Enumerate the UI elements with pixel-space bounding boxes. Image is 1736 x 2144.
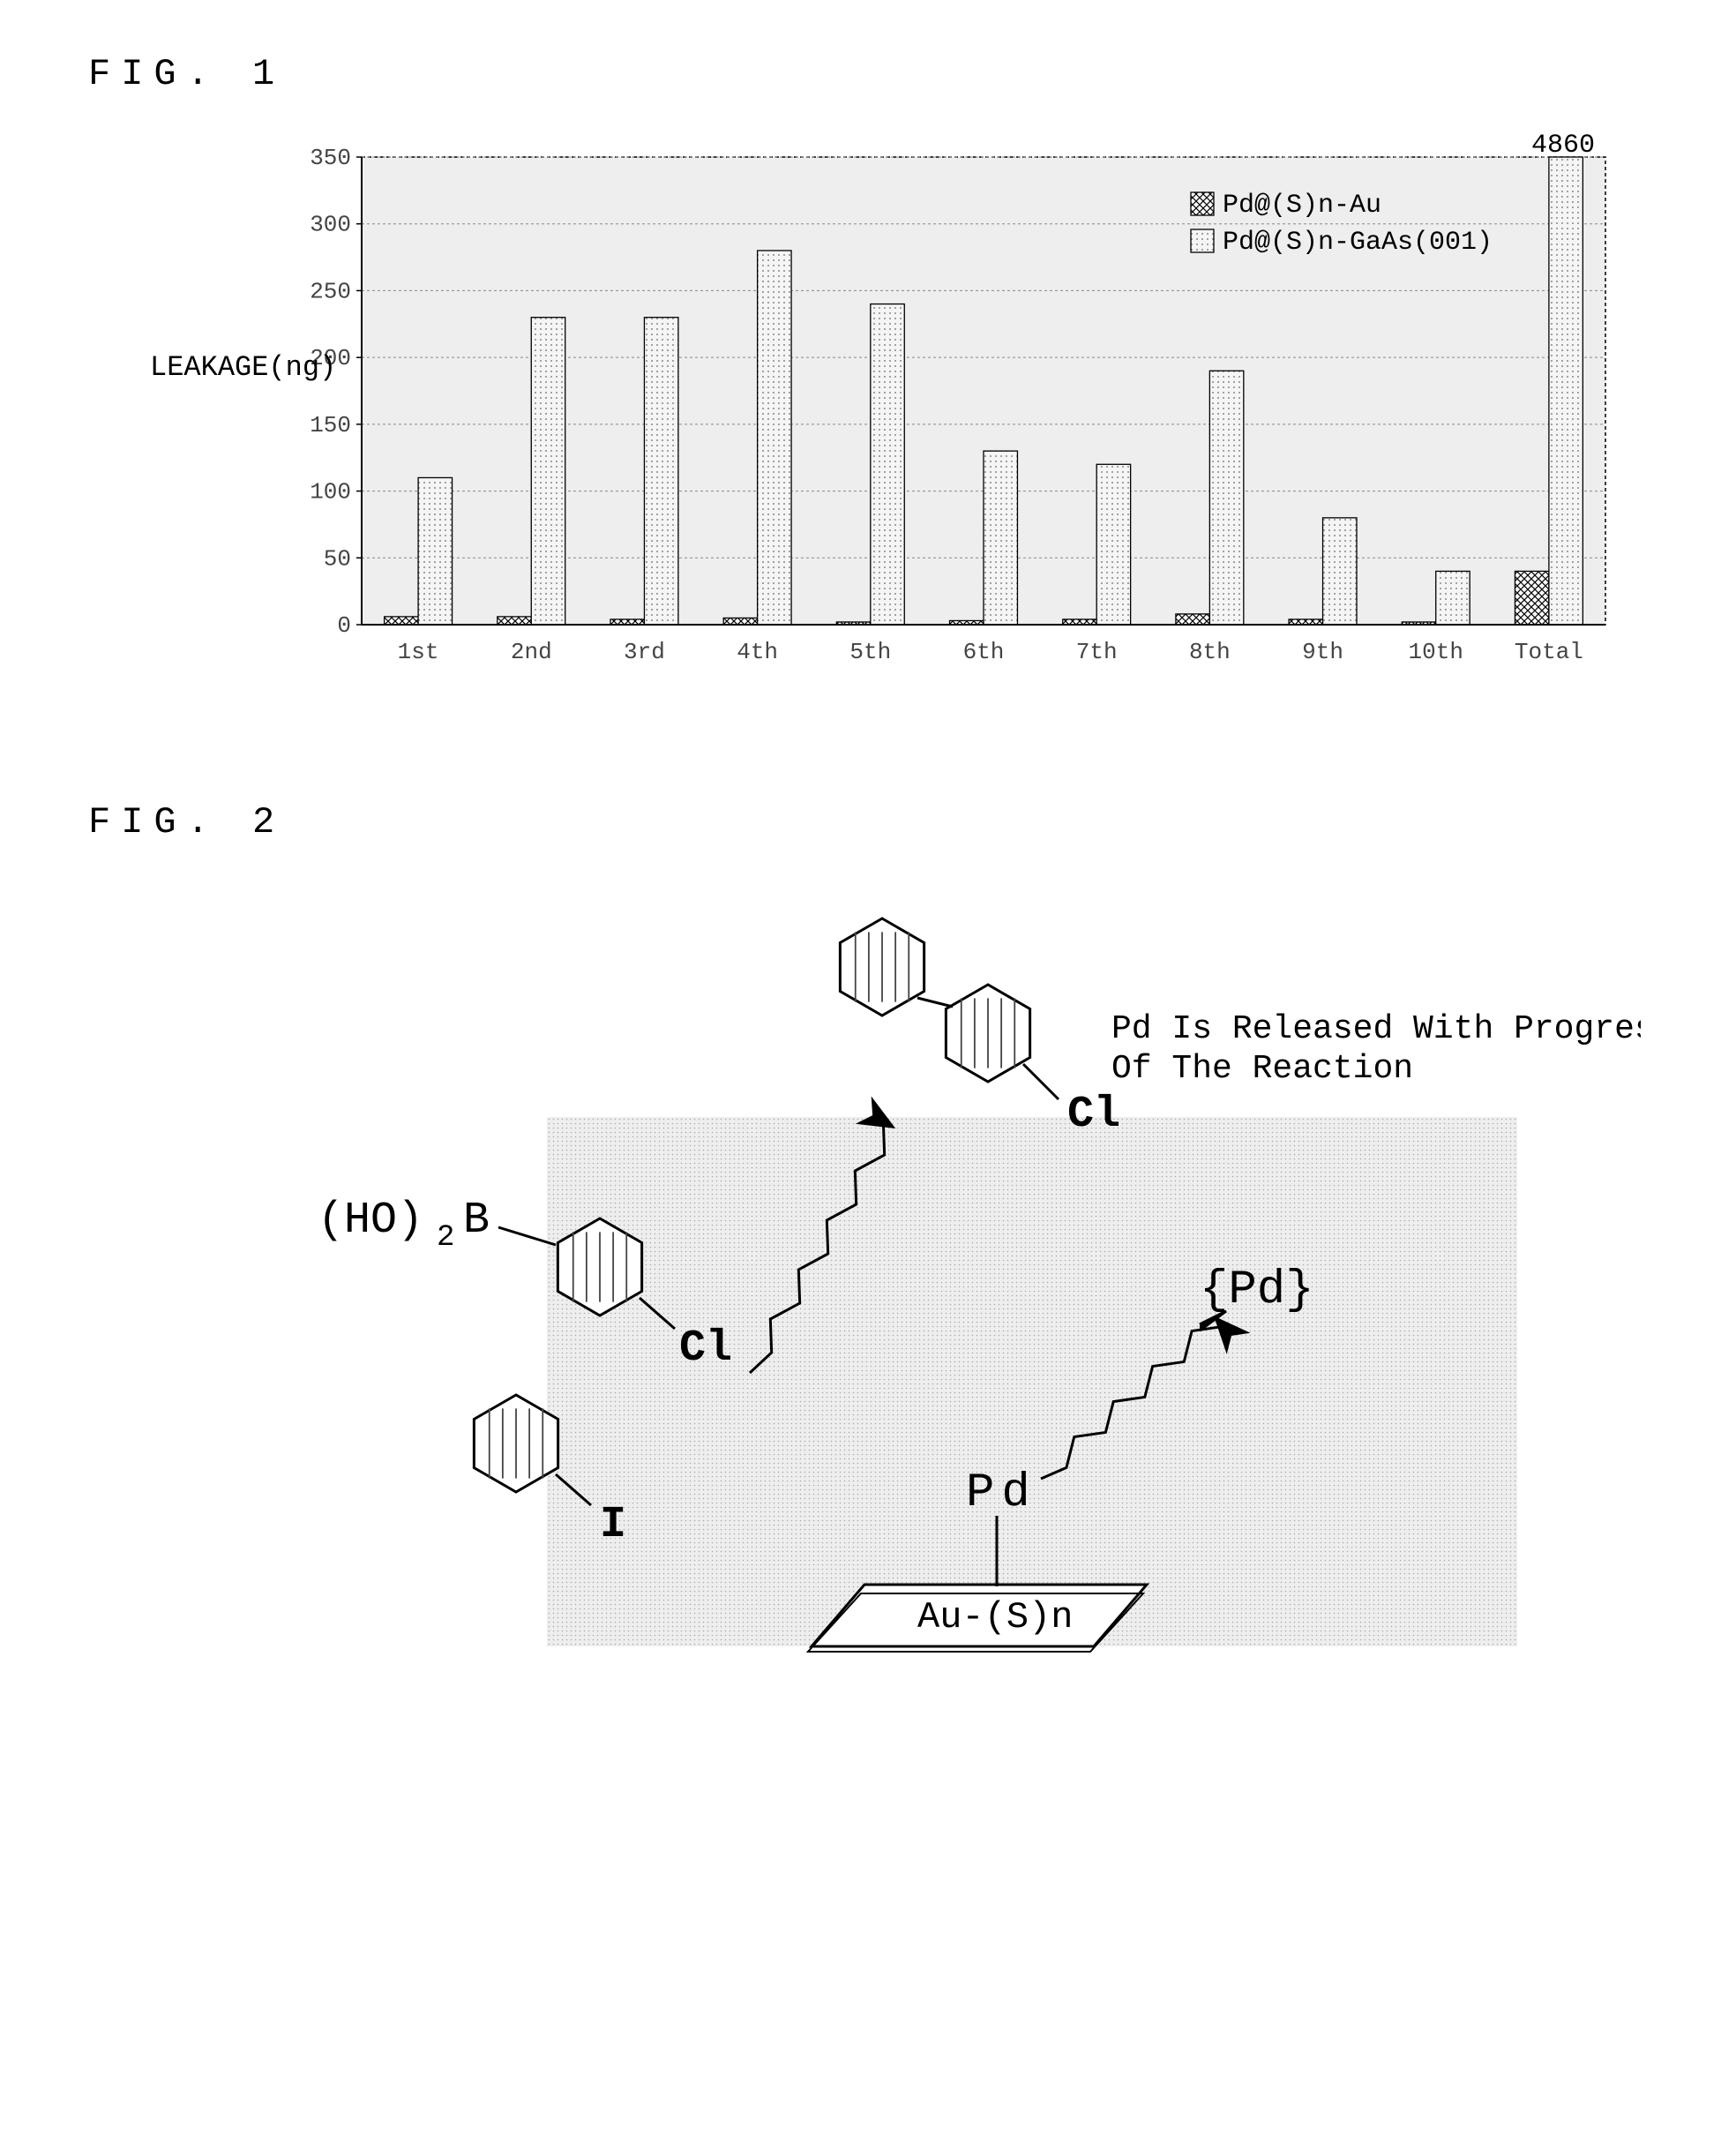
y-axis-label: LEAKAGE(ng) [150, 351, 336, 384]
svg-text:Pd@(S)n-GaAs(001): Pd@(S)n-GaAs(001) [1223, 228, 1493, 258]
chart-container: LEAKAGE(ng) 0501001502002503003501st2nd3… [300, 131, 1623, 695]
svg-text:8th: 8th [1189, 639, 1231, 665]
svg-text:3rd: 3rd [624, 639, 665, 665]
svg-text:300: 300 [310, 212, 351, 238]
figure-1-label: FIG. 1 [88, 53, 1683, 95]
svg-text:Cl: Cl [1067, 1090, 1120, 1140]
svg-text:50: 50 [324, 545, 351, 572]
svg-text:(HO): (HO) [318, 1196, 423, 1246]
svg-text:Of The Reaction: Of The Reaction [1111, 1050, 1413, 1088]
svg-text:2nd: 2nd [511, 639, 552, 665]
svg-text:100: 100 [310, 479, 351, 506]
svg-text:2: 2 [437, 1221, 454, 1255]
svg-text:Pd@(S)n-Au: Pd@(S)n-Au [1223, 191, 1381, 221]
bar-chart: 0501001502002503003501st2nd3rd4th5th6th7… [300, 131, 1623, 695]
svg-text:1st: 1st [398, 639, 439, 665]
svg-text:150: 150 [310, 412, 351, 439]
svg-text:{Pd}: {Pd} [1200, 1263, 1314, 1317]
svg-text:7th: 7th [1076, 639, 1118, 665]
svg-text:4860: 4860 [1531, 131, 1595, 161]
svg-text:9th: 9th [1302, 639, 1343, 665]
reaction-diagram: Cl Pd Is Released With ProgressionOf The … [318, 879, 1641, 1673]
svg-text:10th: 10th [1409, 639, 1463, 665]
svg-text:I: I [600, 1500, 626, 1550]
svg-text:0: 0 [337, 612, 351, 639]
svg-text:Total: Total [1515, 639, 1583, 665]
svg-text:350: 350 [310, 145, 351, 171]
figure-1-section: FIG. 1 LEAKAGE(ng) 050100150200250300350… [53, 53, 1683, 695]
svg-text:B: B [463, 1196, 490, 1246]
svg-text:4th: 4th [737, 639, 778, 665]
svg-text:250: 250 [310, 278, 351, 304]
svg-text:Au-(S)n: Au-(S)n [917, 1596, 1073, 1638]
svg-text:Pd: Pd [966, 1466, 1037, 1520]
svg-text:Cl: Cl [679, 1323, 732, 1374]
figure-2-label: FIG. 2 [88, 801, 1683, 843]
svg-text:6th: 6th [963, 639, 1005, 665]
svg-text:5th: 5th [849, 639, 891, 665]
svg-text:Pd Is Released With Progressio: Pd Is Released With Progression [1111, 1010, 1641, 1048]
figure-2-section: FIG. 2 Cl Pd Is Released With Progression… [53, 801, 1683, 1673]
diagram-container: Cl Pd Is Released With ProgressionOf The … [318, 879, 1641, 1673]
